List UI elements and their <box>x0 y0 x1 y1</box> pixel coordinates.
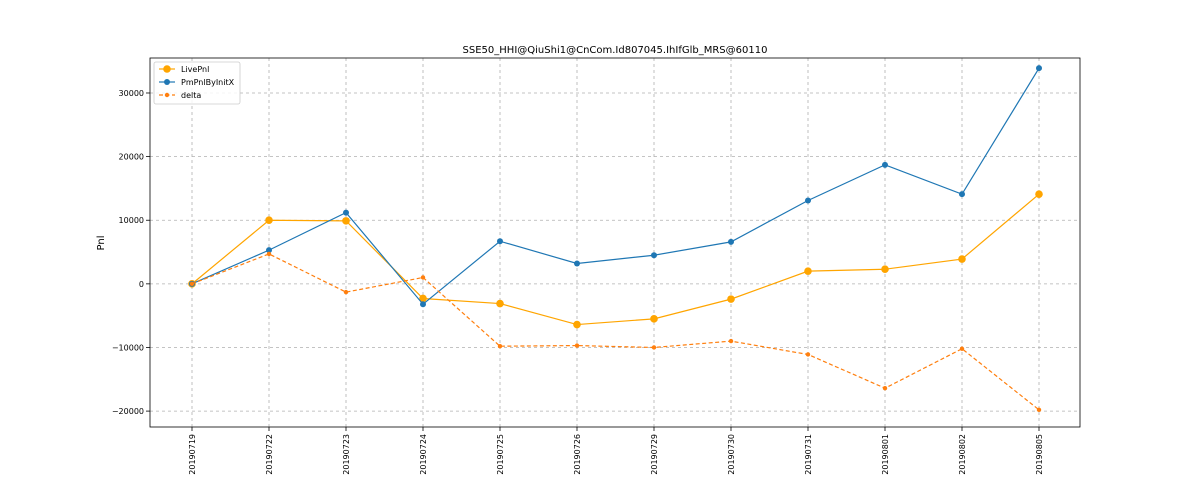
data-point-livepnl <box>496 299 504 308</box>
data-point-pmpnlbyinitx <box>574 260 580 267</box>
x-tick-label: 20190724 <box>419 434 428 475</box>
data-point-delta <box>266 251 272 257</box>
x-tick-label: 20190729 <box>650 434 659 475</box>
y-tick-label: −10000 <box>112 343 144 352</box>
data-point-livepnl <box>881 265 889 274</box>
legend-marker <box>163 65 171 73</box>
x-tick-label: 20190802 <box>958 434 967 475</box>
x-tick-label: 20190726 <box>573 434 582 475</box>
data-point-pmpnlbyinitx <box>959 191 965 198</box>
data-point-delta <box>959 346 965 351</box>
y-tick-label: −20000 <box>112 407 144 416</box>
legend-marker <box>164 79 170 85</box>
data-point-delta <box>805 352 811 357</box>
data-point-delta <box>574 343 580 348</box>
data-point-pmpnlbyinitx <box>805 197 811 204</box>
data-point-livepnl <box>573 320 581 329</box>
data-point-delta <box>420 275 426 280</box>
chart-title: SSE50_HHI@QiuShi1@CnCom.Id807045.IhIfGlb… <box>463 45 768 56</box>
series-line-delta <box>191 253 1040 411</box>
series-group <box>188 65 1043 413</box>
data-point-pmpnlbyinitx <box>882 161 888 168</box>
y-tick-label: 20000 <box>119 153 144 162</box>
data-point-livepnl <box>342 217 350 225</box>
axes: −20000 −10000 0 10000 20000 30000 20190719 2019… <box>112 89 1044 475</box>
data-point-livepnl <box>1035 190 1043 198</box>
data-point-pmpnlbyinitx <box>651 252 657 259</box>
x-tick-label: 20190719 <box>188 434 197 475</box>
data-point-pmpnlbyinitx <box>497 238 503 245</box>
legend-label: PmPnlByInitX <box>181 78 235 87</box>
x-tick-label: 20190731 <box>804 434 813 475</box>
data-point-pmpnlbyinitx <box>728 238 734 245</box>
data-point-delta <box>728 338 734 344</box>
y-axis-label: Pnl <box>96 236 107 251</box>
y-tick-label: 30000 <box>119 89 144 98</box>
data-point-pmpnlbyinitx <box>420 301 426 308</box>
data-point-delta <box>189 281 195 287</box>
data-point-delta <box>651 345 657 350</box>
data-point-livepnl <box>958 255 966 263</box>
grid <box>150 58 1080 427</box>
x-tick-label: 20190801 <box>881 434 890 475</box>
legend: LivePnl PmPnlByInitX delta <box>153 61 241 105</box>
y-tick-label: 0 <box>139 280 144 289</box>
x-tick-label: 20190723 <box>342 434 351 475</box>
data-point-delta <box>343 289 349 295</box>
plot-frame <box>149 57 1081 428</box>
data-point-delta <box>497 344 503 349</box>
series-line-livepnl <box>191 193 1040 326</box>
legend-label: delta <box>181 91 201 100</box>
data-point-livepnl <box>650 315 658 323</box>
data-point-livepnl <box>265 216 273 225</box>
data-point-pmpnlbyinitx <box>1036 65 1042 72</box>
y-tick-label: 10000 <box>119 216 144 225</box>
data-point-delta <box>1036 407 1042 413</box>
x-tick-label: 20190722 <box>265 434 274 475</box>
data-point-pmpnlbyinitx <box>266 247 272 254</box>
legend-label: LivePnl <box>181 65 209 74</box>
legend-marker <box>164 92 170 98</box>
x-tick-label: 20190725 <box>496 434 505 475</box>
x-tick-label: 20190730 <box>727 434 736 475</box>
x-tick-label: 20190805 <box>1035 434 1044 475</box>
data-point-livepnl <box>419 294 427 303</box>
series-line-pmpnlbyinitx <box>191 67 1040 306</box>
data-point-pmpnlbyinitx <box>343 209 349 216</box>
data-point-livepnl <box>804 267 812 275</box>
data-point-delta <box>882 385 888 391</box>
legend-box <box>153 61 241 105</box>
data-point-livepnl <box>727 295 735 303</box>
